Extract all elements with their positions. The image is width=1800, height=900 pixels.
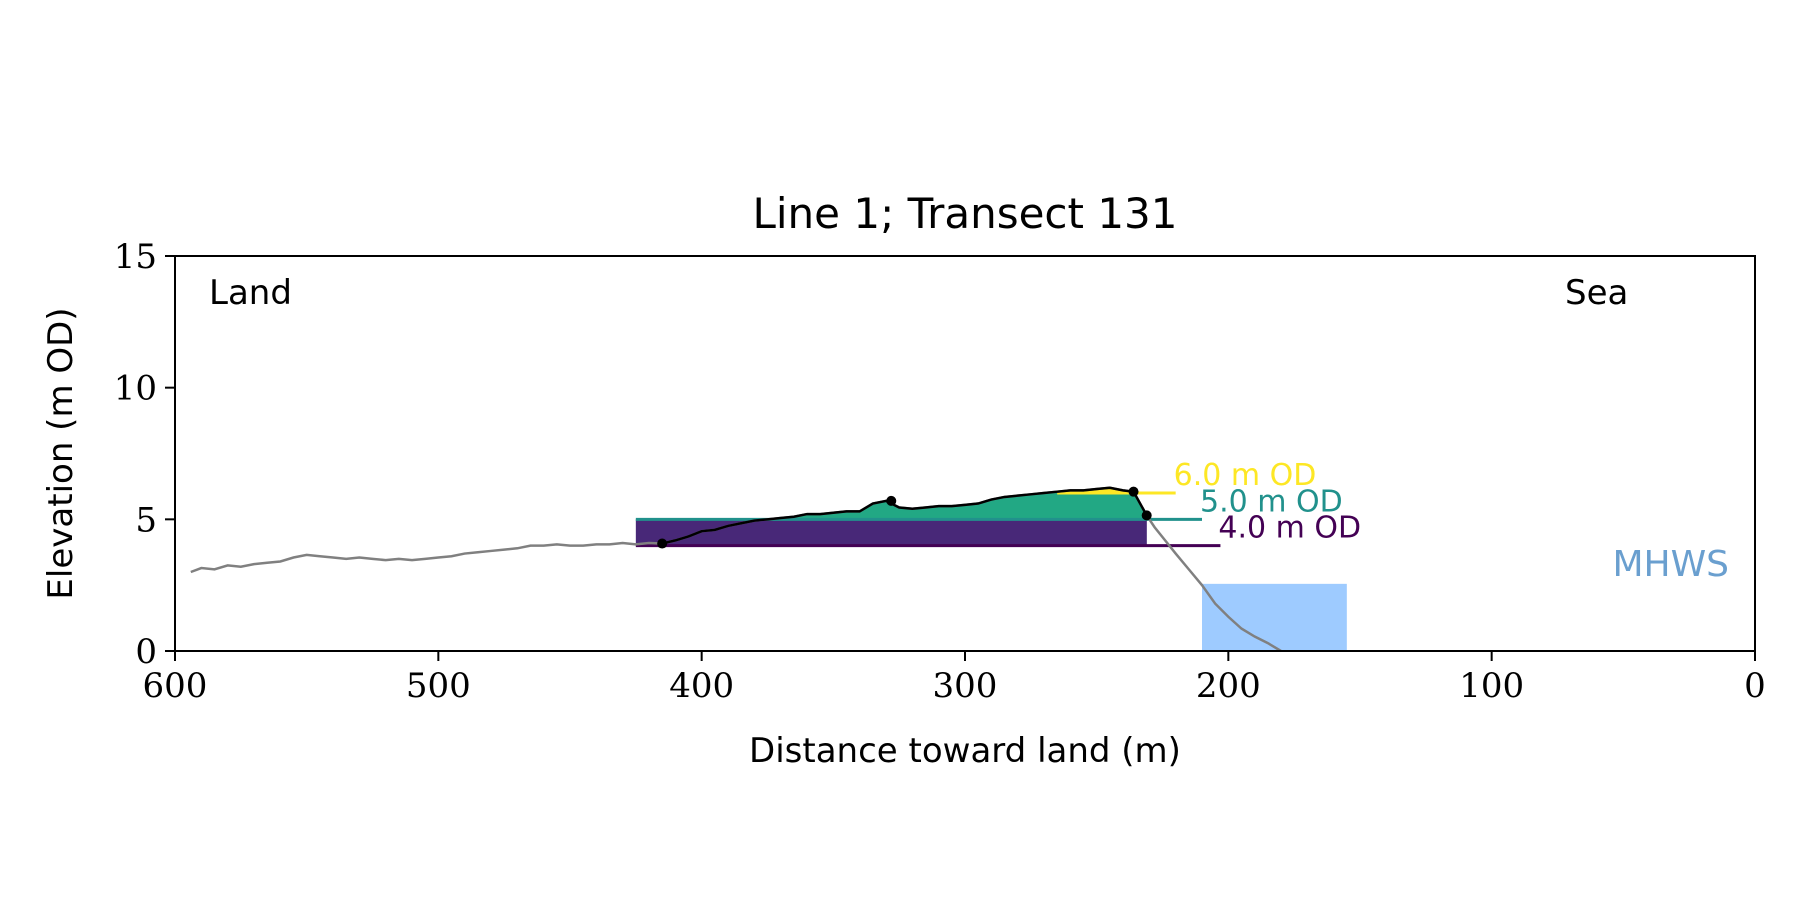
x-tick-label-4: 200 [1196,666,1261,706]
y-tick-label-3: 15 [114,237,157,277]
x-tick-label-0: 600 [143,666,208,706]
level-label-2: 4.0 m OD [1218,511,1361,546]
x-tick-label-3: 300 [933,666,998,706]
level-lines [635,491,1221,548]
x-tick-label-6: 0 [1744,666,1766,706]
plot-frame [174,255,1756,652]
key-point-2 [1128,486,1139,497]
x-tick-label-5: 100 [1459,666,1524,706]
chart-title: Line 1; Transect 131 [752,189,1177,238]
y-tick-label-2: 10 [114,369,157,409]
band-crest-lower [662,519,1147,546]
key-point-3 [1141,510,1152,521]
sea-annotation: Sea [1565,273,1628,313]
x-tick-label-1: 500 [406,666,471,706]
level-labels: 6.0 m OD5.0 m OD4.0 m OD [1174,458,1362,546]
land-annotation: Land [209,273,292,313]
key-point-0 [657,538,668,549]
key-point-1 [886,495,897,506]
y-axis-label: Elevation (m OD) [41,307,81,599]
x-axis-ticks: 600 500 400 300 200 100 0 [143,651,1766,706]
x-tick-label-2: 400 [669,666,734,706]
dune-crest-line [661,486,1148,545]
x-axis-label: Distance toward land (m) [749,731,1181,771]
key-points [657,486,1152,549]
y-axis-ticks: 0 5 10 15 [114,237,175,672]
mhws-band [1202,583,1347,651]
level-label-1: 5.0 m OD [1200,484,1343,519]
y-tick-label-0: 0 [135,632,157,672]
mhws-label: MHWS [1612,544,1729,585]
level-label-0: 6.0 m OD [1174,458,1317,493]
y-tick-label-1: 5 [135,500,157,540]
